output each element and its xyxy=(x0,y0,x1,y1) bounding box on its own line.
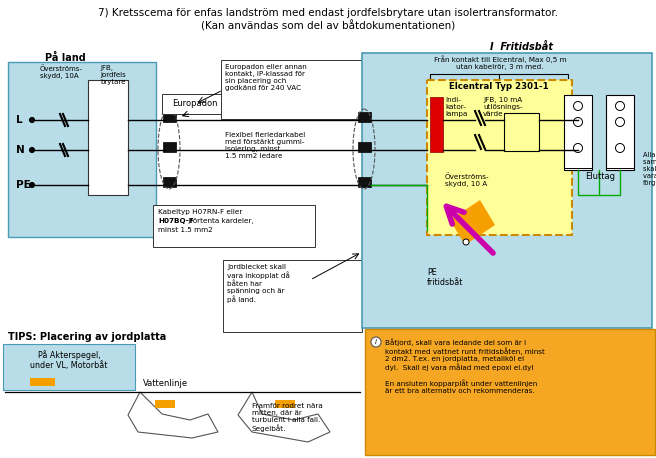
Text: På Akterspegel,
under VL, Motorbåt: På Akterspegel, under VL, Motorbåt xyxy=(30,350,108,370)
Circle shape xyxy=(30,147,35,153)
Text: JFB,
jordfels
brytare: JFB, jordfels brytare xyxy=(100,65,126,85)
Text: PE
fritidsbåt: PE fritidsbåt xyxy=(427,268,463,288)
FancyBboxPatch shape xyxy=(162,94,229,114)
Text: i: i xyxy=(375,339,377,345)
Text: Elcentral Typ 2301-1: Elcentral Typ 2301-1 xyxy=(449,82,549,91)
Text: L: L xyxy=(16,115,22,125)
Polygon shape xyxy=(155,400,175,408)
Circle shape xyxy=(615,143,625,153)
Circle shape xyxy=(615,118,625,126)
FancyBboxPatch shape xyxy=(3,344,135,390)
Text: H07BQ-F: H07BQ-F xyxy=(158,218,194,224)
FancyBboxPatch shape xyxy=(365,329,655,455)
Text: PE: PE xyxy=(16,180,31,190)
Text: Europadon: Europadon xyxy=(173,99,218,109)
Polygon shape xyxy=(238,392,330,442)
FancyBboxPatch shape xyxy=(163,112,176,122)
Text: Båtjord, skall vara ledande del som är i
kontakt med vattnet runt fritidsbåten, : Båtjord, skall vara ledande del som är i… xyxy=(385,338,545,394)
Text: I  Fritidsbåt: I Fritidsbåt xyxy=(490,42,553,52)
Text: Framför rodret nära
mitten, där är
turbulent i alla fall.
Segelbåt.: Framför rodret nära mitten, där är turbu… xyxy=(252,403,323,432)
Text: Eluttag: Eluttag xyxy=(585,172,615,181)
FancyBboxPatch shape xyxy=(88,80,128,195)
Polygon shape xyxy=(128,392,218,438)
Polygon shape xyxy=(275,400,295,408)
Text: ,förtenta kardeler,: ,förtenta kardeler, xyxy=(188,218,254,224)
Text: Överströms-
skydd, 10A: Överströms- skydd, 10A xyxy=(40,65,83,79)
Text: minst 1.5 mm2: minst 1.5 mm2 xyxy=(158,227,213,233)
Circle shape xyxy=(30,118,35,122)
Polygon shape xyxy=(450,200,495,245)
FancyBboxPatch shape xyxy=(163,142,176,152)
Text: Från kontakt till Elcentral, Max 0,5 m
utan kabelrör, 3 m med.: Från kontakt till Elcentral, Max 0,5 m u… xyxy=(434,55,566,70)
FancyBboxPatch shape xyxy=(153,205,315,247)
Circle shape xyxy=(30,182,35,187)
Circle shape xyxy=(573,102,583,110)
Text: (Kan användas som del av båtdokumentationen): (Kan användas som del av båtdokumentatio… xyxy=(201,20,455,32)
Text: N: N xyxy=(16,145,25,155)
FancyBboxPatch shape xyxy=(8,62,156,237)
FancyBboxPatch shape xyxy=(504,113,539,151)
Text: Alla uttag på
samma Elcentral
skall kopplas efter
varandra, ej i
förgreningar.: Alla uttag på samma Elcentral skall kopp… xyxy=(643,150,656,185)
Circle shape xyxy=(371,337,381,347)
FancyBboxPatch shape xyxy=(223,260,362,332)
Circle shape xyxy=(573,118,583,126)
Text: Kabeltyp H07RN-F eller: Kabeltyp H07RN-F eller xyxy=(158,209,242,215)
FancyBboxPatch shape xyxy=(564,95,592,170)
Circle shape xyxy=(615,102,625,110)
Text: Jordblecket skall
vara inkopplat då
båten har
spänning och är
på land.: Jordblecket skall vara inkopplat då båte… xyxy=(227,264,290,303)
FancyBboxPatch shape xyxy=(430,97,443,152)
FancyBboxPatch shape xyxy=(358,112,371,122)
FancyBboxPatch shape xyxy=(606,95,634,170)
FancyBboxPatch shape xyxy=(163,177,176,187)
Circle shape xyxy=(573,143,583,153)
Text: 7) Kretsscema för enfas landström med endast jordfelsbrytare utan isolertransfor: 7) Kretsscema för enfas landström med en… xyxy=(98,8,558,18)
Circle shape xyxy=(463,239,469,245)
FancyBboxPatch shape xyxy=(221,60,373,119)
Text: Europadon eller annan
kontakt, IP-klassad för
sin placering och
godkänd för 240 : Europadon eller annan kontakt, IP-klassa… xyxy=(225,64,307,91)
Text: På land: På land xyxy=(45,53,85,63)
Text: Indi-
kator-
lampa: Indi- kator- lampa xyxy=(445,97,467,117)
Text: TIPS: Placering av jordplatta: TIPS: Placering av jordplatta xyxy=(8,332,166,342)
Text: Flexibel flerledarkabel
med förstärkt gummi-
isolering, minst
1.5 mm2 ledare: Flexibel flerledarkabel med förstärkt gu… xyxy=(225,132,305,159)
FancyBboxPatch shape xyxy=(362,53,652,328)
FancyBboxPatch shape xyxy=(358,142,371,152)
Text: JFB, 10 mA
utlösnings-
värde: JFB, 10 mA utlösnings- värde xyxy=(483,97,523,117)
Polygon shape xyxy=(30,378,55,386)
FancyBboxPatch shape xyxy=(427,80,572,235)
FancyBboxPatch shape xyxy=(358,177,371,187)
Text: Överströms-
skydd, 10 A: Överströms- skydd, 10 A xyxy=(445,173,489,187)
Text: Vattenlinje: Vattenlinje xyxy=(143,379,188,388)
